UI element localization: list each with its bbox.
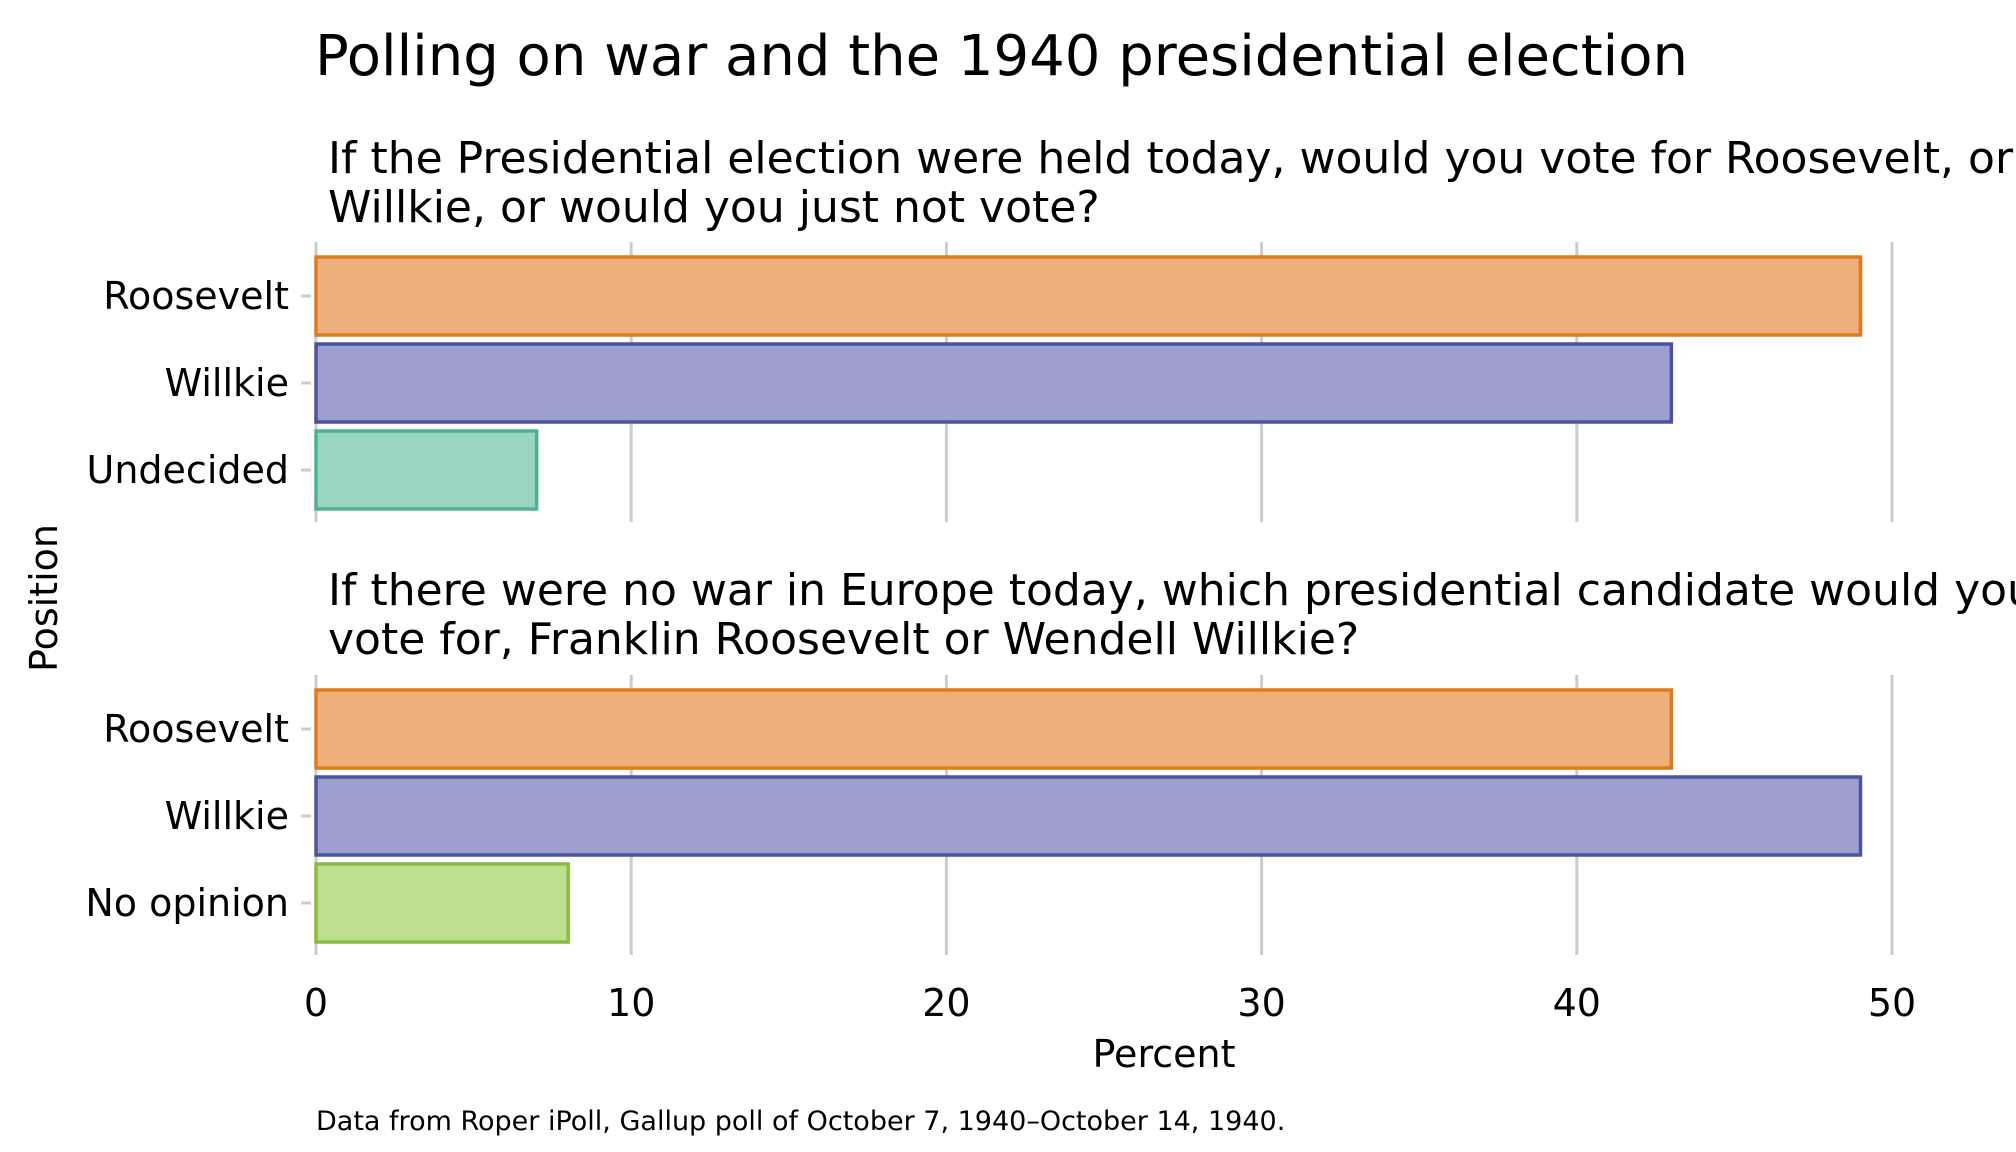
bar-willkie [314,342,1674,424]
panel-1-category-labels: Roosevelt Willkie Undecided [87,274,311,492]
x-tick-label: 50 [1868,981,1916,1025]
x-axis-ticks: 0 10 20 30 40 50 [304,981,1916,1025]
chart-caption: Data from Roper iPoll, Gallup poll of Oc… [316,1106,1285,1137]
x-tick-label: 40 [1553,981,1601,1025]
panel-2-category-labels: Roosevelt Willkie No opinion [85,707,311,925]
bar-roosevelt [314,255,1863,337]
x-tick-label: 30 [1237,981,1285,1025]
category-label: Roosevelt [103,274,289,318]
category-label: Roosevelt [103,707,289,751]
panel-1-subtitle-line-1: If the Presidential election were held t… [328,133,2014,184]
x-tick-label: 20 [922,981,970,1025]
x-axis-label: Percent [1093,1032,1236,1076]
chart-title: Polling on war and the 1940 presidential… [315,24,1688,89]
x-tick-label: 0 [304,981,328,1025]
x-tick-label: 10 [607,981,655,1025]
panel-2-subtitle-line-2: vote for, Franklin Roosevelt or Wendell … [328,614,1359,665]
panel-2: If there were no war in Europe today, wh… [85,565,2016,955]
panel-1-subtitle-line-2: Willkie, or would you just not vote? [328,182,1100,233]
panel-1: If the Presidential election were held t… [87,133,2014,522]
bar-no-opinion [314,862,570,944]
panel-1-bars [314,255,1863,511]
category-label: No opinion [85,881,289,925]
panel-2-subtitle-line-1: If there were no war in Europe today, wh… [328,565,2016,616]
category-label: Willkie [165,361,289,405]
category-label: Undecided [87,448,289,492]
panel-2-bars [314,688,1863,944]
bar-willkie [314,775,1863,857]
category-label: Willkie [165,794,289,838]
y-axis-label: Position [22,524,66,672]
bar-roosevelt [314,688,1674,770]
bar-undecided [314,429,539,511]
